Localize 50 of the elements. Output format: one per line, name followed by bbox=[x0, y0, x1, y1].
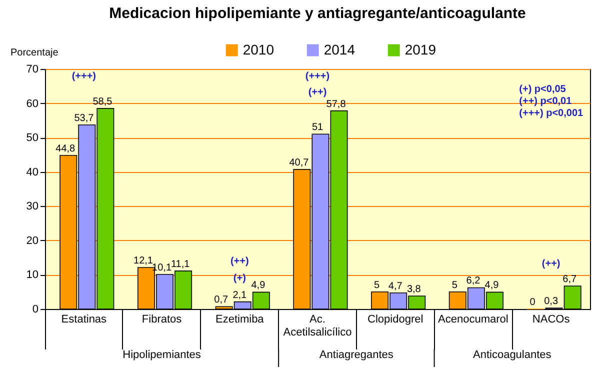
legend-label: 2019 bbox=[404, 41, 436, 58]
data-label: 2,1 bbox=[232, 290, 248, 301]
y-tick-label: 40 bbox=[26, 166, 38, 178]
annotation: (++) bbox=[230, 256, 249, 267]
y-tick-label: 60 bbox=[26, 98, 38, 110]
x-tick-label: Acenocumarol bbox=[438, 314, 508, 326]
data-label: 10,1 bbox=[152, 262, 172, 274]
y-tick-label: 20 bbox=[26, 234, 38, 247]
text: Antiagregantes bbox=[319, 349, 394, 361]
text: Anticoagulantes bbox=[473, 349, 552, 361]
y-tick-label: 50 bbox=[26, 132, 38, 144]
data-label: 12,1 bbox=[134, 256, 154, 267]
x-tick-label: Clopidogrel bbox=[368, 314, 424, 326]
data-label: 44,8 bbox=[56, 143, 76, 154]
text: Hipolipemiantes bbox=[122, 349, 202, 361]
data-label: 4,9 bbox=[251, 280, 266, 292]
annotation: (++) bbox=[542, 258, 560, 270]
data-label: 5 bbox=[374, 280, 380, 291]
legend-label: 2014 bbox=[324, 41, 356, 58]
y-tick-label: 30 bbox=[26, 200, 38, 213]
data-label: 11,1 bbox=[170, 258, 190, 270]
data-label: 0,7 bbox=[214, 294, 228, 306]
chart-title: Medicacion hipolipemiante y antiagregante/anticoagulante bbox=[109, 5, 526, 22]
x-tick-label: Ezetimiba bbox=[215, 314, 265, 326]
data-label: 40,7 bbox=[289, 157, 310, 168]
data-label: 3,8 bbox=[406, 284, 422, 295]
x-tick-label: NACOs bbox=[532, 314, 570, 326]
x-tick-label: Fibratos bbox=[142, 314, 182, 326]
data-label: 53,7 bbox=[74, 112, 94, 124]
annotation: (+) p<0,05 bbox=[519, 84, 566, 95]
y-axis-title: Porcentaje bbox=[10, 48, 59, 58]
annotation: (++) bbox=[308, 86, 327, 98]
data-label: 6,2 bbox=[466, 276, 481, 287]
x-tick-label: Estatinas bbox=[61, 314, 108, 326]
data-label: 51 bbox=[312, 122, 324, 134]
data-label: 4,7 bbox=[388, 280, 403, 292]
annotation: (+) bbox=[233, 272, 246, 284]
annotation: (+++) bbox=[72, 71, 96, 82]
x-tick-label: Ac. Acetilsalicílico bbox=[283, 314, 352, 338]
legend-label: 2010 bbox=[242, 41, 274, 58]
data-label: 4,9 bbox=[484, 280, 500, 292]
annotation: (+++) p<0,001 bbox=[519, 108, 584, 119]
annotation: (+++) bbox=[305, 71, 330, 82]
y-tick-label: 70 bbox=[26, 64, 38, 76]
y-tick-label: 10 bbox=[26, 269, 38, 282]
data-label: 0,3 bbox=[544, 296, 558, 307]
data-label: 6,7 bbox=[562, 274, 577, 286]
data-label: 0 bbox=[530, 297, 536, 308]
y-tick-label: 0 bbox=[32, 304, 38, 316]
data-label: 5 bbox=[452, 280, 458, 291]
